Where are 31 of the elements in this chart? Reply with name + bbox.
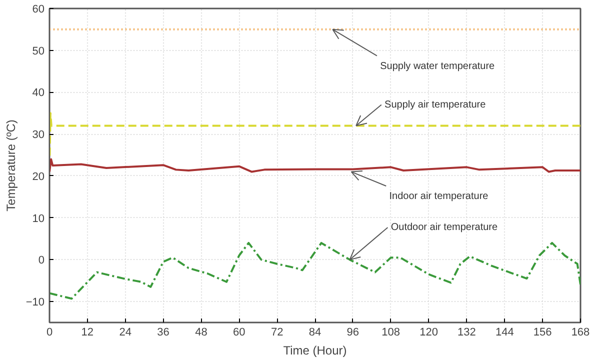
x-tick-label: 60 — [233, 326, 246, 338]
x-tick-label: 108 — [382, 326, 400, 338]
x-tick-label: 120 — [420, 326, 438, 338]
x-tick-label: 156 — [533, 326, 552, 338]
y-tick-label: 10 — [32, 212, 45, 225]
y-tick-label: 30 — [32, 129, 45, 142]
y-tick-label: 40 — [32, 87, 45, 100]
y-tick-label: 20 — [32, 170, 45, 183]
annotation: Supply air temperature — [384, 99, 486, 110]
x-tick-label: 48 — [195, 326, 208, 338]
y-axis-title: Temperature (ºC) — [4, 120, 18, 212]
x-axis-title: Time (Hour) — [283, 344, 347, 358]
x-tick-label: 96 — [346, 326, 360, 338]
x-tick-label: 132 — [458, 326, 476, 338]
annotation: Supply water temperature — [380, 60, 496, 72]
annotation: Indoor air temperature — [389, 191, 489, 202]
x-tick-label: 72 — [270, 326, 284, 338]
x-tick-label: 144 — [495, 326, 514, 338]
line-series — [50, 242, 580, 300]
y-tick-label: 50 — [32, 45, 45, 58]
y-tick-label: −10 — [26, 296, 45, 309]
x-tick-label: 168 — [571, 326, 590, 338]
annotation: Outdoor air temperature — [390, 222, 498, 233]
line-series — [50, 158, 580, 173]
x-tick-label: 24 — [119, 326, 132, 338]
x-tick-label: 0 — [46, 326, 53, 338]
x-tick-label: 84 — [308, 326, 322, 338]
y-tick-label: 0 — [38, 254, 45, 267]
x-tick-label: 12 — [81, 326, 94, 338]
y-tick-label: 60 — [32, 4, 45, 16]
x-tick-label: 36 — [157, 326, 170, 338]
